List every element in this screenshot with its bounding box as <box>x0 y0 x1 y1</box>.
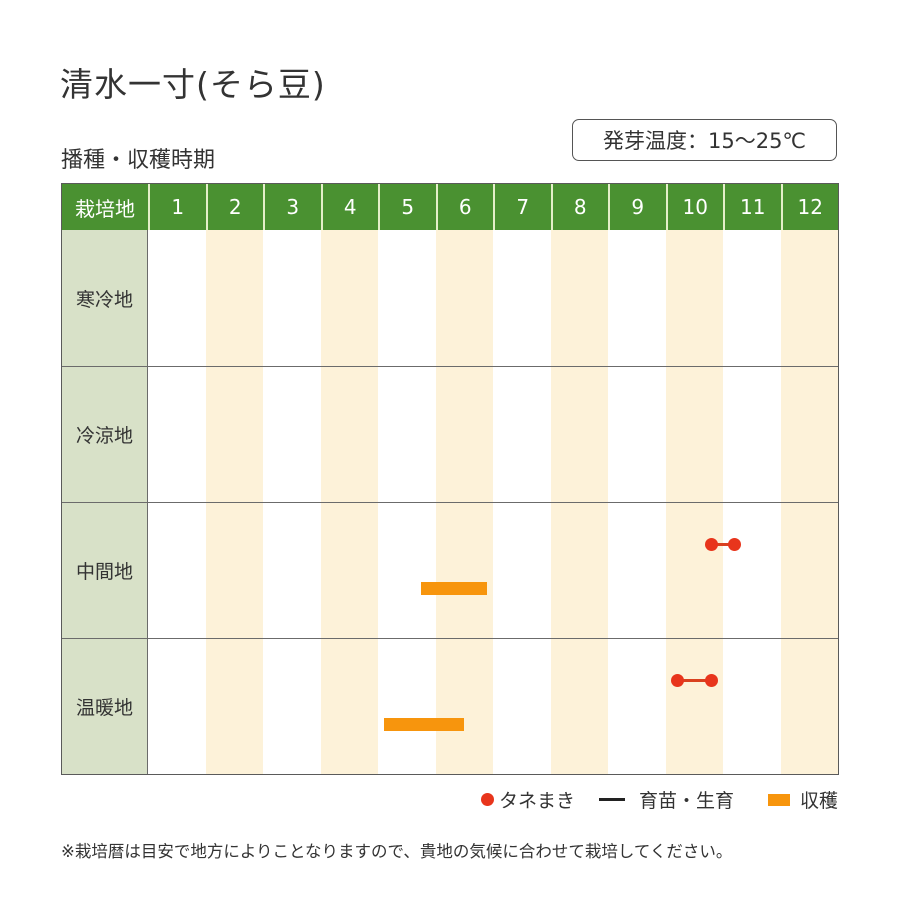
row-divider <box>62 366 838 367</box>
corner-label: 栽培地 <box>75 196 135 221</box>
harvest-bar <box>383 717 465 731</box>
month-header-8: 8 <box>550 184 608 230</box>
legend: タネまき 育苗・生育 収穫 <box>480 786 838 813</box>
legend-harvest: 収穫 <box>767 786 838 813</box>
month-header-7: 7 <box>493 184 551 230</box>
section-subtitle: 播種・収穫時期 <box>61 148 216 173</box>
month-label: 9 <box>631 195 645 219</box>
month-label: 7 <box>516 195 530 219</box>
month-label: 10 <box>682 195 708 219</box>
region-label-text: 中間地 <box>75 560 133 583</box>
sowing-dot <box>705 537 718 551</box>
sowing-range-line <box>677 678 712 682</box>
month-header-4: 4 <box>320 184 378 230</box>
month-label: 4 <box>343 195 357 219</box>
region-label: 中間地 <box>62 502 148 638</box>
month-label: 6 <box>458 195 472 219</box>
sowing-dot <box>705 673 718 687</box>
month-header-11: 11 <box>723 184 781 230</box>
month-label: 11 <box>740 195 766 219</box>
month-header-9: 9 <box>608 184 666 230</box>
legend-harvest-label: 収穫 <box>799 790 838 812</box>
footnote: ※栽培暦は目安で地方によりことなりますので、貴地の気候に合わせて栽培してください… <box>61 842 733 861</box>
month-header-5: 5 <box>378 184 436 230</box>
header-corner-cell: 栽培地 <box>62 184 148 230</box>
harvest-bar <box>421 581 488 595</box>
month-header-10: 10 <box>665 184 723 230</box>
month-label: 1 <box>171 195 185 219</box>
month-label: 5 <box>401 195 415 219</box>
sowing-dot <box>728 537 741 551</box>
cultivation-calendar-table: 栽培地 1 2 3 4 5 6 7 8 9 10 11 12 寒冷地 冷涼地 中間地 温暖地 <box>61 183 839 775</box>
germination-temperature-badge: 発芽温度：15～25℃ <box>572 119 837 161</box>
page-title: 清水一寸(そら豆) <box>60 65 326 104</box>
legend-growing: 育苗・生育 <box>598 786 734 813</box>
month-label: 2 <box>228 195 242 219</box>
legend-sowing-label: タネまき <box>498 790 575 812</box>
region-label-text: 温暖地 <box>75 696 133 719</box>
sowing-dot <box>670 673 684 687</box>
month-header-12: 12 <box>780 184 838 230</box>
sowing-range-line <box>711 542 735 546</box>
region-label: 寒冷地 <box>62 230 148 366</box>
region-label: 冷涼地 <box>62 366 148 502</box>
region-label: 温暖地 <box>62 638 148 774</box>
month-label: 3 <box>286 195 300 219</box>
region-label-text: 冷涼地 <box>75 424 133 447</box>
month-header-6: 6 <box>435 184 493 230</box>
month-label: 8 <box>573 195 587 219</box>
orange-bar-icon <box>767 793 790 806</box>
germination-temperature-text: 発芽温度：15～25℃ <box>602 129 807 153</box>
row-divider <box>62 638 838 639</box>
red-dot-icon <box>480 793 494 806</box>
month-header-2: 2 <box>205 184 263 230</box>
legend-sowing: タネまき <box>480 786 575 813</box>
legend-growing-label: 育苗・生育 <box>638 790 734 812</box>
month-header-3: 3 <box>263 184 321 230</box>
month-header-1: 1 <box>148 184 206 230</box>
black-line-icon <box>598 798 625 801</box>
month-label: 12 <box>797 195 823 219</box>
row-divider <box>62 502 838 503</box>
region-label-text: 寒冷地 <box>75 288 133 311</box>
